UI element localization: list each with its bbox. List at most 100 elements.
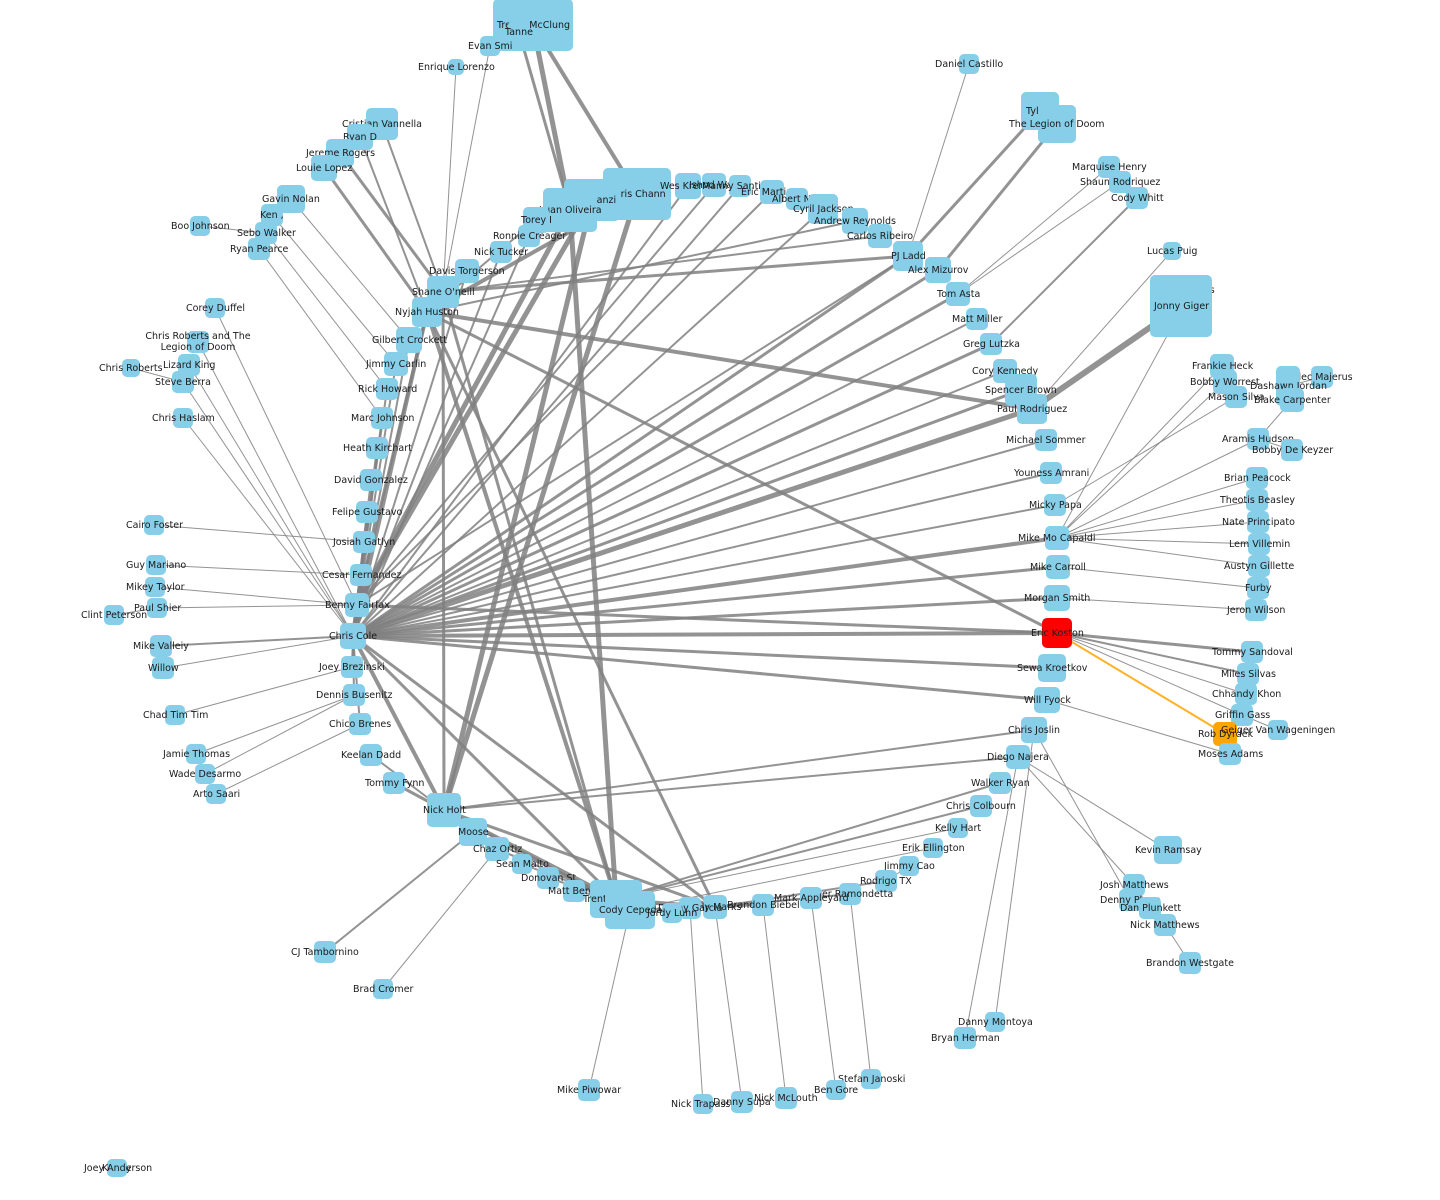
graph-node[interactable] — [1213, 722, 1237, 746]
graph-node[interactable] — [366, 437, 388, 459]
graph-node[interactable] — [1245, 599, 1267, 621]
graph-node[interactable] — [360, 469, 382, 491]
graph-node[interactable] — [190, 216, 210, 236]
graph-node[interactable] — [1225, 386, 1247, 408]
graph-node[interactable] — [146, 555, 166, 575]
graph-node[interactable] — [144, 515, 164, 535]
graph-node[interactable] — [868, 224, 892, 248]
graph-node[interactable] — [1040, 462, 1062, 484]
graph-node[interactable] — [1268, 720, 1288, 740]
graph-node[interactable] — [1231, 704, 1253, 726]
graph-node[interactable] — [1038, 654, 1066, 682]
graph-node[interactable] — [427, 793, 461, 827]
graph-node[interactable] — [1109, 171, 1131, 193]
graph-node[interactable] — [493, 0, 573, 51]
graph-node[interactable] — [205, 298, 225, 318]
graph-node[interactable] — [605, 891, 655, 929]
graph-node[interactable] — [946, 282, 970, 306]
graph-node[interactable] — [172, 371, 194, 393]
graph-node[interactable] — [893, 241, 923, 271]
graph-node[interactable] — [1006, 745, 1030, 769]
graph-node[interactable] — [1179, 952, 1201, 974]
graph-node[interactable] — [1163, 242, 1181, 260]
graph-node[interactable] — [578, 1079, 600, 1101]
graph-node[interactable] — [1247, 511, 1269, 533]
graph-node[interactable] — [1241, 641, 1263, 663]
graph-node[interactable] — [760, 180, 784, 204]
graph-node[interactable] — [1021, 717, 1047, 743]
graph-node[interactable] — [1281, 439, 1303, 461]
graph-node[interactable] — [122, 359, 140, 377]
graph-node[interactable] — [350, 564, 372, 586]
graph-node[interactable] — [675, 173, 701, 199]
graph-node[interactable] — [360, 744, 382, 766]
graph-node[interactable] — [448, 59, 464, 75]
graph-node[interactable] — [1247, 577, 1269, 599]
graph-node[interactable] — [1246, 467, 1268, 489]
graph-node[interactable] — [345, 593, 369, 617]
graph-node[interactable] — [173, 408, 193, 428]
graph-node[interactable] — [775, 1087, 797, 1109]
graph-node[interactable] — [1045, 526, 1069, 550]
graph-node[interactable] — [459, 818, 487, 846]
graph-node[interactable] — [1235, 683, 1257, 705]
graph-node[interactable] — [165, 705, 185, 725]
graph-node[interactable] — [485, 837, 509, 861]
graph-node[interactable] — [1246, 489, 1268, 511]
graph-node[interactable] — [1042, 618, 1072, 648]
graph-node[interactable] — [925, 257, 951, 283]
graph-node[interactable] — [1139, 897, 1161, 919]
graph-node[interactable] — [563, 880, 585, 902]
graph-node[interactable] — [145, 577, 165, 597]
graph-node[interactable] — [679, 897, 701, 919]
graph-node[interactable] — [383, 772, 405, 794]
graph-node[interactable] — [147, 598, 167, 618]
graph-node[interactable] — [341, 656, 363, 678]
graph-node[interactable] — [490, 241, 512, 263]
graph-node[interactable] — [349, 713, 371, 735]
graph-node[interactable] — [356, 501, 378, 523]
graph-node[interactable] — [980, 333, 1002, 355]
graph-node[interactable] — [543, 188, 597, 232]
graph-node[interactable] — [786, 188, 808, 210]
graph-node[interactable] — [186, 744, 206, 764]
graph-node[interactable] — [1154, 914, 1176, 936]
graph-node[interactable] — [1219, 743, 1241, 765]
graph-node[interactable] — [948, 818, 968, 838]
graph-node[interactable] — [480, 36, 500, 56]
graph-node[interactable] — [376, 378, 398, 400]
graph-node[interactable] — [343, 684, 365, 706]
graph-node[interactable] — [311, 155, 337, 181]
graph-node[interactable] — [195, 764, 215, 784]
graph-node[interactable] — [989, 772, 1011, 794]
graph-node[interactable] — [537, 867, 559, 889]
graph-node[interactable] — [839, 883, 861, 905]
graph-node[interactable] — [512, 854, 532, 874]
graph-node[interactable] — [373, 979, 393, 999]
graph-node[interactable] — [702, 173, 726, 197]
graph-node[interactable] — [1044, 585, 1070, 611]
graph-node[interactable] — [1154, 836, 1182, 864]
graph-node[interactable] — [1126, 187, 1148, 209]
graph-node[interactable] — [206, 784, 226, 804]
graph-node[interactable] — [152, 657, 174, 679]
graph-node[interactable] — [1237, 663, 1259, 685]
graph-node[interactable] — [875, 870, 897, 892]
graph-node[interactable] — [518, 225, 540, 247]
graph-node[interactable] — [1280, 388, 1304, 412]
graph-node[interactable] — [959, 54, 979, 74]
graph-node[interactable] — [1017, 394, 1047, 424]
graph-node[interactable] — [693, 1094, 713, 1114]
graph-node[interactable] — [1119, 889, 1141, 911]
graph-node[interactable] — [1248, 533, 1270, 555]
graph-node[interactable] — [314, 941, 336, 963]
graph-node[interactable] — [1038, 105, 1076, 143]
graph-node[interactable] — [178, 354, 200, 376]
graph-node[interactable] — [729, 175, 751, 197]
graph-node[interactable] — [1150, 275, 1212, 337]
graph-node[interactable] — [340, 623, 366, 649]
graph-node[interactable] — [966, 308, 988, 330]
graph-node[interactable] — [353, 531, 375, 553]
graph-node[interactable] — [248, 238, 270, 260]
graph-node[interactable] — [384, 352, 408, 376]
